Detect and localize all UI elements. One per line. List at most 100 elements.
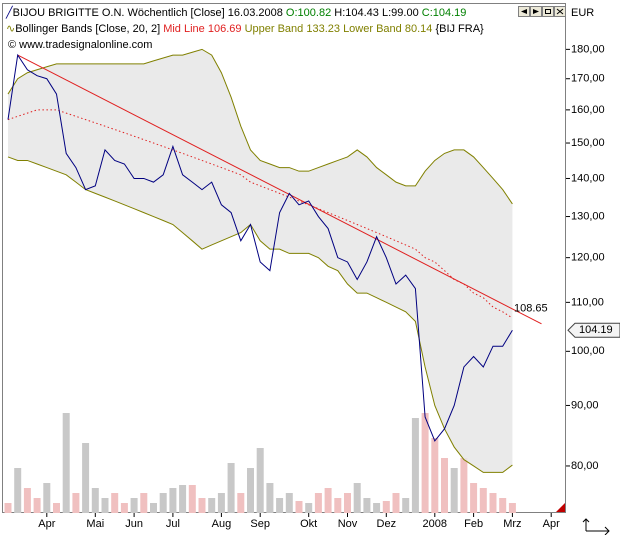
currency: EUR (571, 7, 594, 19)
ohlc-label: O: (286, 7, 298, 19)
indicator: Bollinger Bands [Close, 20, 2] (15, 23, 160, 35)
volume-bar (198, 498, 206, 513)
trendline (17, 54, 542, 325)
y-tick-label: 130,00 (571, 210, 605, 222)
icon (545, 9, 551, 14)
ohlc-value: 100.82 (298, 7, 332, 19)
volume-bar (4, 503, 12, 513)
ohlc-value: 104.19 (433, 7, 467, 19)
volume-bar (237, 493, 245, 513)
volume-bar (479, 488, 487, 513)
upper-last: 133.23 (306, 23, 340, 35)
volume-bar (208, 498, 216, 513)
price-tag-label: 104.19 (579, 324, 613, 336)
icon: ∿ (6, 23, 15, 35)
y-tick-label: 100,00 (571, 345, 605, 357)
icon: ╱ (5, 5, 14, 19)
volume-bar (159, 493, 167, 513)
x-tick-label: Okt (300, 518, 317, 530)
volume-bar (101, 498, 109, 513)
icon (521, 9, 527, 14)
ohlc-label: L: (382, 7, 391, 19)
volume-bar (188, 485, 196, 513)
volume-bar (43, 483, 51, 513)
date: 16.03.2008 (228, 7, 283, 19)
volume-bar (285, 493, 293, 513)
volume-bar (130, 498, 138, 513)
volume-bar (314, 493, 322, 513)
volume-bar (276, 498, 284, 513)
volume-bar (82, 443, 90, 513)
x-tick-label: Jun (125, 518, 143, 530)
volume-bar (247, 468, 254, 513)
volume-bar (23, 488, 31, 513)
ohlc-label: H: (334, 7, 345, 19)
volume-bar (431, 438, 439, 513)
volume-bar (169, 488, 177, 513)
volume-bar (305, 503, 313, 513)
button-restore[interactable] (542, 6, 554, 17)
volume-bar (217, 493, 225, 513)
x-tick-label: Jul (166, 518, 180, 530)
x-tick-label: Mrz (503, 518, 521, 530)
volume-bar (53, 503, 60, 513)
x-tick-label: Apr (543, 518, 560, 530)
price-tag (567, 322, 620, 338)
volume-bar (499, 498, 507, 513)
series-line (7, 156, 513, 473)
band-fill (8, 49, 513, 473)
volume-bar (353, 483, 361, 513)
volume-bar (441, 458, 448, 513)
plot-area: 108.65 (4, 48, 548, 513)
ohlc-value: 104.43 (345, 7, 379, 19)
volume-bar (140, 493, 148, 513)
series-line (7, 109, 513, 319)
header-line-1: ╱BIJOU BRIGITTE O.N. Wöchentlich [Close]… (5, 5, 466, 19)
y-tick-label: 170,00 (571, 73, 605, 85)
x-tick-label: Dez (377, 518, 397, 530)
y-tick-label: 160,00 (571, 104, 605, 116)
icon (533, 9, 539, 14)
x-tick-label: Nov (338, 518, 358, 530)
trendline-label: 108.65 (514, 303, 548, 315)
y-tick-label: 90,00 (571, 399, 599, 411)
volume-bar (334, 498, 342, 513)
volume-bar (256, 448, 264, 513)
volume-bar (179, 485, 187, 513)
lower-last: 80.14 (405, 23, 433, 35)
volume-bar (324, 488, 332, 513)
ohlc-value: 99.00 (391, 7, 419, 19)
upper-name: Upper Band (245, 23, 304, 35)
volume-bar (421, 413, 429, 513)
x-tick-label: Sep (250, 518, 270, 530)
y-tick-label: 180,00 (571, 43, 605, 55)
x-tick-label: 2008 (423, 518, 447, 530)
volume-bar (392, 493, 400, 513)
corner-marker (556, 503, 565, 512)
resize-icon (582, 518, 610, 535)
volume-bar (402, 498, 410, 513)
lower-name: Lower Band (343, 23, 402, 35)
volume-bar (450, 468, 458, 513)
volume-bar (344, 493, 351, 513)
x-tick-label: Feb (464, 518, 483, 530)
volume-bar (111, 493, 119, 513)
window-buttons (518, 6, 566, 17)
x-tick-label: Mai (86, 518, 104, 530)
mid-last: 106.69 (208, 23, 242, 35)
volume-bar (363, 498, 371, 513)
x-tick-label: Apr (38, 518, 55, 530)
icon (556, 8, 564, 15)
y-tick-label: 110,00 (571, 296, 604, 308)
y-tick-label: 140,00 (571, 172, 605, 184)
series-line (7, 48, 513, 205)
volume-bar (120, 503, 128, 513)
y-tick-label: 120,00 (571, 252, 605, 264)
y-tick-label: 80,00 (571, 460, 599, 472)
exchange: {BIJ FRA} (435, 23, 484, 35)
volume-bar (460, 458, 468, 513)
symbol: BIJOU BRIGITTE O.N. Wöchentlich [Close] (13, 7, 225, 19)
x-tick-label: Aug (212, 518, 232, 530)
volume-bar (508, 503, 516, 513)
volume-bar (295, 501, 303, 513)
